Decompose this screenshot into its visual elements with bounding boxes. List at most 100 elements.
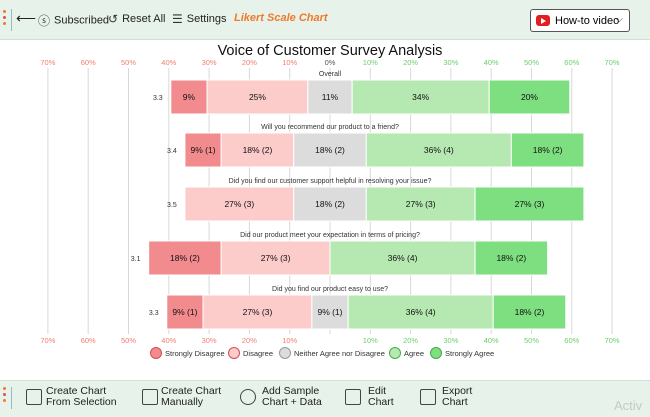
bar-value-label: 11% bbox=[322, 92, 339, 102]
howto-label: How-to video bbox=[555, 15, 620, 27]
bar-value-label: 27% (3) bbox=[243, 307, 273, 317]
bar-value-label: 18% (2) bbox=[515, 307, 545, 317]
face-icon bbox=[389, 347, 401, 359]
bar-value-label: 36% (4) bbox=[424, 145, 454, 155]
bar-value-label: 9% (1) bbox=[317, 307, 342, 317]
subscribed-label: Subscribed bbox=[54, 14, 110, 27]
howto-video-dropdown[interactable]: How-to video ⌵ bbox=[530, 9, 630, 32]
create-selection-line1: Create Chart bbox=[46, 385, 107, 397]
edit-line1: Edit bbox=[368, 385, 387, 397]
bar-value-label: 25% bbox=[249, 92, 266, 102]
x-tick-top: 50% bbox=[121, 58, 136, 67]
bar-segment bbox=[220, 132, 295, 168]
x-tick-bottom: 30% bbox=[443, 336, 458, 345]
bar-value-label: 18% (2) bbox=[533, 145, 563, 155]
tool-title: Likert Scale Chart bbox=[234, 12, 328, 24]
question-label: Did you find our customer support helpfu… bbox=[229, 178, 432, 185]
x-tick-bottom: 20% bbox=[242, 336, 257, 345]
create-manual-line1: Create Chart bbox=[161, 385, 222, 397]
bar-value-label: 18% (2) bbox=[496, 253, 526, 263]
legend-item: Disagree bbox=[228, 347, 273, 359]
x-tick-bottom: 10% bbox=[363, 336, 378, 345]
bar-value-label: 27% (3) bbox=[261, 253, 291, 263]
bar-value-label: 36% (4) bbox=[406, 307, 436, 317]
legend-label: Disagree bbox=[243, 349, 273, 358]
bar-segment bbox=[510, 132, 585, 168]
x-tick-top: 10% bbox=[363, 58, 378, 67]
x-tick-bottom: 60% bbox=[81, 336, 96, 345]
legend-label: Neither Agree nor Disagree bbox=[294, 349, 385, 358]
settings-label: Settings bbox=[186, 12, 227, 25]
drag-handle-icon[interactable] bbox=[3, 10, 7, 28]
bar-segment bbox=[351, 79, 490, 115]
x-tick-top: 10% bbox=[282, 58, 297, 67]
legend-item: Strongly Disagree bbox=[150, 347, 225, 359]
reset-icon: ↺ bbox=[108, 12, 119, 26]
face-icon bbox=[150, 347, 162, 359]
x-tick-top: 50% bbox=[524, 58, 539, 67]
bar-value-label: 18% (2) bbox=[170, 253, 200, 263]
reset-all-button[interactable]: ↺ Reset All bbox=[108, 12, 165, 26]
bar-segment bbox=[365, 132, 512, 168]
sliders-icon: ☰ bbox=[172, 12, 183, 26]
create-from-selection-button[interactable]: Create Chart From Selection bbox=[46, 386, 117, 408]
x-tick-bottom: 70% bbox=[605, 336, 620, 345]
grid-icon bbox=[142, 389, 158, 405]
question-label: Did you find our product easy to use? bbox=[272, 286, 388, 293]
bar-segment bbox=[184, 132, 222, 168]
mean-score-label: 3.1 bbox=[131, 256, 141, 263]
x-tick-top: 30% bbox=[443, 58, 458, 67]
x-tick-top: 40% bbox=[484, 58, 499, 67]
x-tick-bottom: 50% bbox=[121, 336, 136, 345]
export-chart-button[interactable]: Export Chart bbox=[442, 386, 472, 408]
x-tick-top: 70% bbox=[605, 58, 620, 67]
youtube-icon bbox=[536, 15, 550, 26]
bar-value-label: 9% bbox=[183, 92, 196, 102]
bar-value-label: 20% bbox=[521, 92, 538, 102]
bar-segment bbox=[148, 240, 222, 276]
settings-button[interactable]: ☰ Settings bbox=[172, 12, 227, 26]
bar-value-label: 9% (1) bbox=[191, 145, 216, 155]
x-tick-bottom: 20% bbox=[403, 336, 418, 345]
add-sample-line2: Chart + Data bbox=[262, 396, 322, 408]
drag-handle-icon[interactable] bbox=[3, 387, 7, 405]
x-tick-bottom: 30% bbox=[202, 336, 217, 345]
question-label: Did our product meet your expectation in… bbox=[240, 232, 420, 239]
face-icon bbox=[430, 347, 442, 359]
edit-line2: Chart bbox=[368, 396, 394, 408]
x-tick-bottom: 10% bbox=[282, 336, 297, 345]
bar-value-label: 27% (3) bbox=[515, 199, 545, 209]
legend-item: Agree bbox=[389, 347, 424, 359]
bar-segment bbox=[474, 186, 585, 222]
x-tick-top: 40% bbox=[161, 58, 176, 67]
bar-segment bbox=[184, 186, 295, 222]
question-label: Will you recommend our product to a frie… bbox=[261, 124, 399, 131]
x-tick-bottom: 70% bbox=[40, 336, 55, 345]
bar-segment bbox=[307, 79, 353, 115]
back-arrow-icon[interactable]: ⟵ bbox=[16, 10, 37, 26]
bar-value-label: 9% (1) bbox=[172, 307, 197, 317]
edit-chart-button[interactable]: Edit Chart bbox=[368, 386, 394, 408]
bar-segment bbox=[488, 79, 571, 115]
x-tick-top: 60% bbox=[81, 58, 96, 67]
mean-score-label: 3.3 bbox=[153, 95, 163, 102]
bar-value-label: 27% (3) bbox=[406, 199, 436, 209]
bar-segment bbox=[220, 240, 331, 276]
legend-item: Neither Agree nor Disagree bbox=[279, 347, 385, 359]
x-tick-bottom: 40% bbox=[484, 336, 499, 345]
x-tick-top: 30% bbox=[202, 58, 217, 67]
question-label: Overall bbox=[319, 71, 342, 78]
face-icon bbox=[228, 347, 240, 359]
toolbar-divider bbox=[11, 387, 12, 409]
add-sample-button[interactable]: Add Sample Chart + Data bbox=[262, 386, 322, 408]
dollar-icon: ⓢ bbox=[38, 14, 51, 28]
chart-title: Voice of Customer Survey Analysis bbox=[218, 43, 443, 59]
bar-segment bbox=[202, 294, 313, 330]
chevron-down-icon: ⌵ bbox=[615, 14, 623, 25]
subscribed-button[interactable]: ⓢ Subscribed bbox=[38, 12, 109, 29]
create-manually-button[interactable]: Create Chart Manually bbox=[161, 386, 221, 408]
reset-label: Reset All bbox=[122, 12, 166, 25]
legend-item: Strongly Agree bbox=[430, 347, 494, 359]
top-toolbar: ⟵ ⓢ Subscribed ↺ Reset All ☰ Settings Liker… bbox=[0, 0, 650, 40]
x-tick-top: 70% bbox=[40, 58, 55, 67]
